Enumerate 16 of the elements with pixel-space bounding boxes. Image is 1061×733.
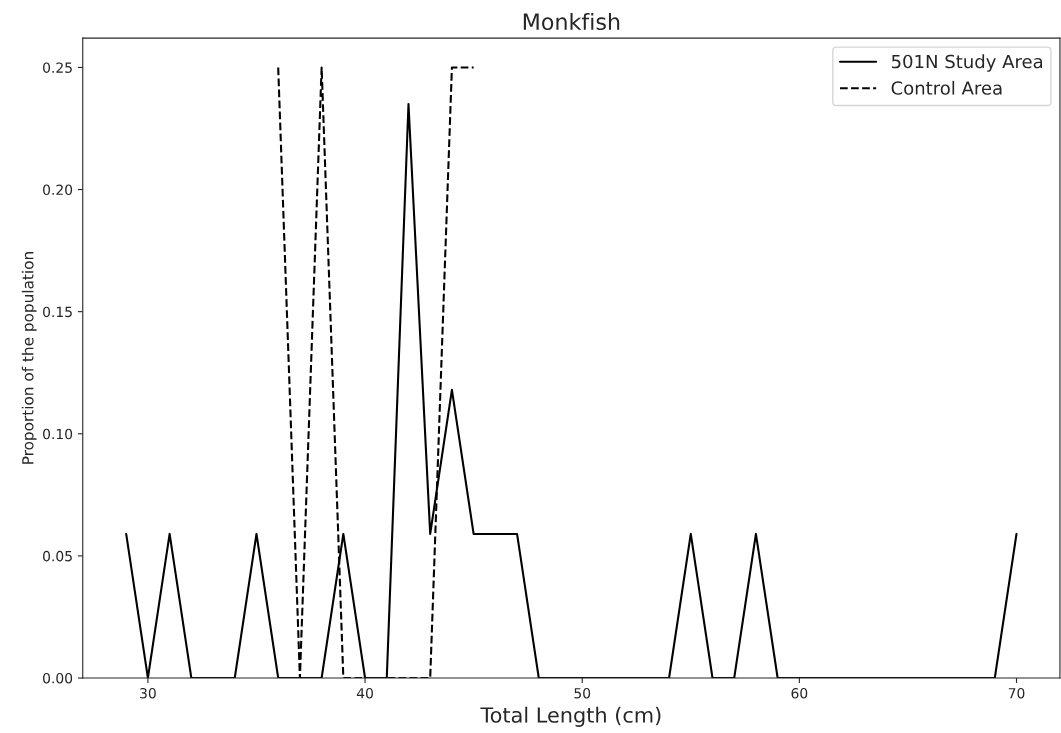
y-tick-label: 0.20 — [43, 184, 73, 196]
x-tick-label: 50 — [574, 687, 591, 699]
y-tick-label: 0.05 — [43, 550, 72, 562]
y-tick-label: 0.25 — [43, 62, 72, 73]
y-tick-label: 0.10 — [43, 428, 73, 440]
x-tick-label: 40 — [356, 687, 373, 699]
y-axis-title: Proportion of the population — [21, 252, 37, 464]
x-tick-label: 60 — [791, 687, 808, 699]
x-tick-label: 30 — [140, 687, 156, 699]
legend-label: 501N Study Area — [891, 54, 1043, 72]
legend-label: Control Area — [891, 80, 1002, 95]
x-axis-title: Total Length (cm) — [480, 706, 661, 727]
y-tick-label: 0.15 — [43, 306, 72, 318]
chart-title: Monkfish — [523, 12, 620, 31]
x-tick-label: 70 — [1008, 687, 1025, 699]
y-tick-label: 0.00 — [43, 672, 73, 684]
